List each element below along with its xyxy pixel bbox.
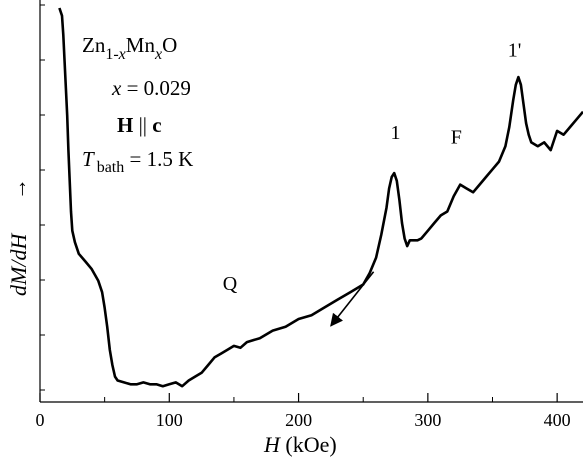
orientation-label: H || c [117,113,162,137]
formula-label: Zn1-xMnxO [82,33,177,63]
x-tick-label: 200 [285,410,312,430]
x-axis-title: H (kOe) [263,432,337,457]
composition-label: x = 0.029 [111,76,191,100]
x-tick-label: 300 [414,410,441,430]
x-ticks: 0 100 200 300 400 [36,393,571,430]
series-line [58,7,583,388]
peak-label-1-prime: 1' [508,40,522,62]
sweep-direction-arrow-icon [330,271,375,327]
x-tick-label: 100 [156,410,183,430]
y-ticks [40,4,45,391]
peak-label-q: Q [223,273,238,295]
y-axis-title: dM/dH → [6,178,31,296]
y-axis-arrow-icon: → [6,178,31,200]
x-tick-label: 400 [544,410,571,430]
peak-label-1: 1 [391,122,401,144]
peak-label-f: F [451,127,462,149]
y-axis-title-text: dM/dH [6,233,31,296]
x-tick-label: 0 [36,410,45,430]
